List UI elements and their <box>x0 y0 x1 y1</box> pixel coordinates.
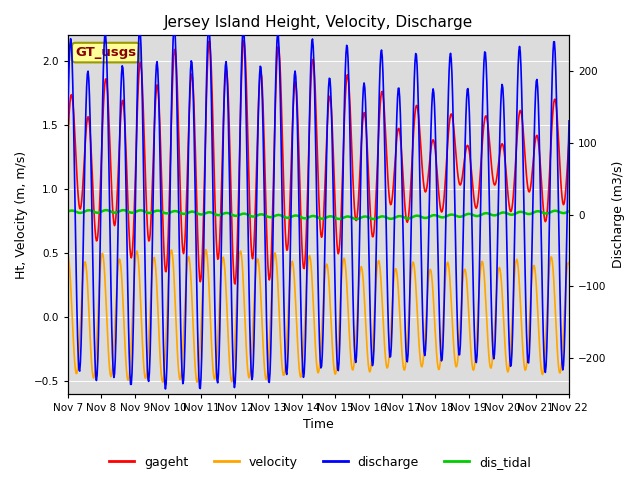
Title: Jersey Island Height, Velocity, Discharge: Jersey Island Height, Velocity, Discharg… <box>164 15 473 30</box>
X-axis label: Time: Time <box>303 419 334 432</box>
Legend: gageht, velocity, discharge, dis_tidal: gageht, velocity, discharge, dis_tidal <box>104 451 536 474</box>
Y-axis label: Discharge (m3/s): Discharge (m3/s) <box>612 161 625 268</box>
Text: GT_usgs: GT_usgs <box>76 46 136 59</box>
Y-axis label: Ht, Velocity (m, m/s): Ht, Velocity (m, m/s) <box>15 151 28 278</box>
